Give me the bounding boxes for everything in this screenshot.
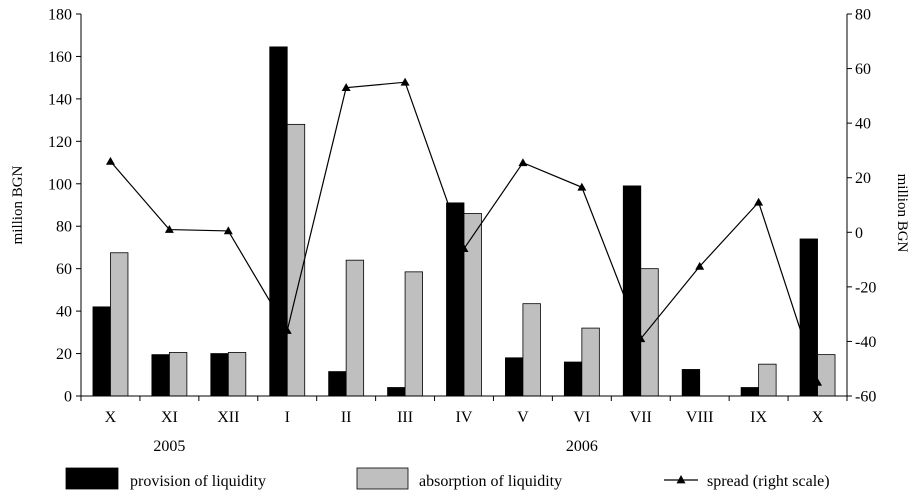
legend-marker-spread: [676, 475, 686, 484]
left-tick-label: 80: [56, 219, 72, 236]
legend-label-spread: spread (right scale): [707, 473, 830, 490]
bar-absorption-of-liquidity: [758, 363, 777, 397]
right-tick-label: 0: [855, 225, 863, 242]
x-tick-label: X: [105, 409, 117, 426]
x-tick-label: IV: [456, 409, 473, 426]
spread-point-marker: [400, 77, 410, 86]
left-tick-label: 40: [56, 304, 72, 321]
bar-absorption-of-liquidity: [168, 352, 188, 397]
right-tick-label: 60: [855, 61, 871, 78]
x-tick-label: XII: [217, 409, 239, 426]
left-tick-label: 60: [56, 261, 72, 278]
bar-provision-of-liquidity: [622, 185, 642, 397]
x-tick-label: I: [285, 409, 290, 426]
x-tick-label: IX: [750, 409, 767, 426]
bar-provision-of-liquidity: [740, 387, 760, 397]
bar-provision-of-liquidity: [563, 361, 583, 397]
spread-point-marker: [518, 158, 528, 167]
year-label: 2005: [153, 438, 185, 455]
bar-provision-of-liquidity: [681, 369, 701, 397]
bar-absorption-of-liquidity: [110, 252, 129, 397]
bar-provision-of-liquidity: [387, 387, 406, 397]
spread-point-marker: [636, 334, 646, 343]
spread-point-marker: [282, 326, 292, 334]
left-tick-label: 180: [48, 7, 72, 24]
bar-provision-of-liquidity: [328, 371, 347, 397]
right-tick-label: -60: [855, 389, 876, 406]
left-tick-label: 20: [56, 346, 72, 363]
x-tick-label: XI: [161, 409, 178, 426]
bar-provision-of-liquidity: [505, 357, 524, 397]
legend-swatch-provision: [65, 467, 119, 490]
spread-point-marker: [341, 83, 351, 92]
x-tick-label: III: [397, 409, 413, 426]
x-tick-label: VIII: [686, 409, 714, 426]
left-tick-label: 100: [48, 176, 72, 193]
bar-absorption-of-liquidity: [286, 123, 306, 397]
right-tick-label: -20: [855, 279, 876, 296]
spread-point-marker: [105, 156, 115, 165]
left-tick-label: 140: [48, 91, 72, 108]
bar-provision-of-liquidity: [210, 353, 229, 397]
bar-absorption-of-liquidity: [640, 268, 659, 397]
x-tick-label: II: [341, 409, 352, 426]
legend: provision of liquidity absorption of liqu…: [65, 467, 830, 490]
spread-point-marker: [459, 244, 469, 253]
right-tick-label: 40: [855, 116, 871, 133]
x-tick-label: X: [812, 409, 824, 426]
right-tick-label: -40: [855, 334, 876, 351]
plot-area: [92, 46, 836, 397]
x-tick-label: VII: [630, 409, 652, 426]
bar-absorption-of-liquidity: [463, 213, 482, 397]
left-tick-label: 160: [48, 49, 72, 66]
spread-point-marker: [754, 197, 764, 206]
left-tick-label: 0: [64, 389, 72, 406]
spread-point-marker: [813, 377, 823, 386]
bar-absorption-of-liquidity: [522, 303, 541, 397]
spread-point-marker: [164, 225, 174, 233]
x-tick-label: V: [517, 409, 529, 426]
bar-absorption-of-liquidity: [345, 259, 365, 397]
axes: 0 20 40 60 80 100 120 140 160 180 -60 -40 -20 0 20 40 60…: [10, 7, 910, 456]
bar-absorption-of-liquidity: [817, 354, 836, 397]
right-tick-label: 80: [855, 7, 871, 24]
right-tick-label: 20: [855, 170, 871, 187]
bar-provision-of-liquidity: [92, 306, 111, 397]
spread-point-marker: [695, 261, 705, 270]
bar-provision-of-liquidity: [269, 46, 288, 397]
bar-provision-of-liquidity: [151, 354, 170, 397]
spread-point-marker: [223, 226, 233, 235]
bar-absorption-of-liquidity: [581, 327, 600, 397]
year-label: 2006: [566, 438, 598, 455]
bar-provision-of-liquidity: [446, 202, 465, 397]
bar-absorption-of-liquidity: [404, 271, 423, 397]
left-tick-label: 120: [48, 134, 72, 151]
legend-label-provision: provision of liquidity: [130, 473, 266, 490]
legend-label-absorption: absorption of liquidity: [419, 473, 562, 490]
left-axis-title: million BGN: [10, 165, 26, 244]
spread-point-marker: [577, 182, 587, 191]
right-axis-title: million BGN: [894, 174, 910, 253]
legend-swatch-absorption: [356, 467, 409, 490]
x-tick-label: VI: [573, 409, 590, 426]
bar-absorption-of-liquidity: [227, 352, 247, 397]
